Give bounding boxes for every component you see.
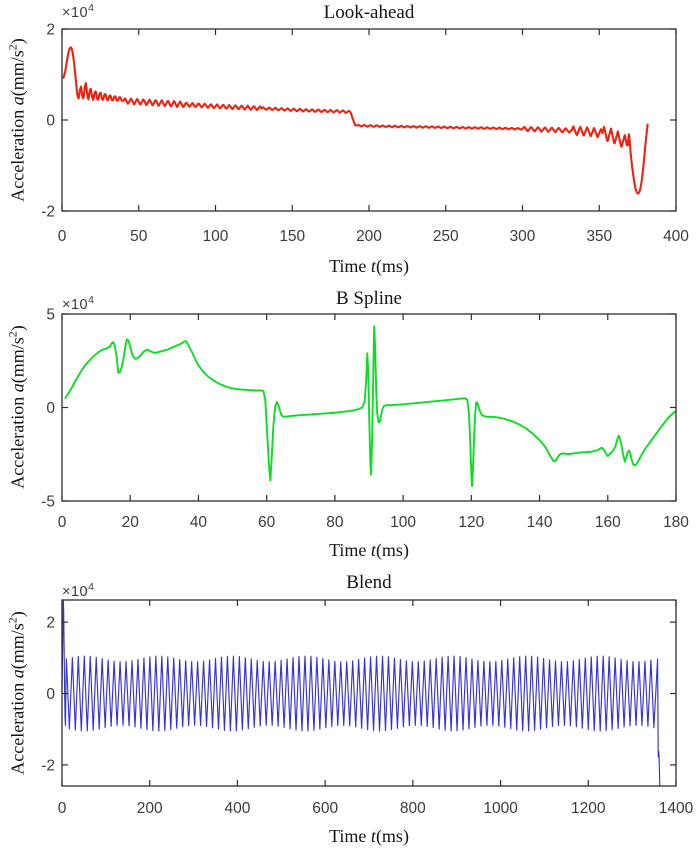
x-tick-label: 250 [433, 228, 459, 245]
ylabel-variable: a [7, 383, 28, 393]
x-axis-label-2: Time t(ms) [62, 540, 676, 561]
multiplier-exponent: 4 [88, 581, 95, 593]
y-axis-label-1: Acceleration a(mm/s2) [6, 38, 29, 201]
y-tick-label: 2 [46, 615, 55, 632]
y-tick-label: 0 [46, 113, 55, 130]
x-tick-label: 300 [510, 228, 536, 245]
x-tick-label: 120 [458, 514, 484, 531]
data-curve-b-spline-acceleration [64, 325, 676, 487]
multiplier-exponent: 4 [88, 294, 95, 306]
x-tick-label: 0 [58, 800, 67, 817]
ylabel-unit-close: ) [7, 325, 28, 332]
ylabel-unit-exponent: 2 [5, 617, 20, 624]
y-axis-multiplier-3: ×104 [62, 581, 94, 600]
xlabel-text: Time [329, 826, 371, 846]
multiplier-base: ×10 [62, 4, 89, 21]
ylabel-unit-close: ) [7, 611, 28, 618]
ylabel-variable: a [7, 669, 28, 679]
y-axis-multiplier-1: ×104 [62, 2, 94, 21]
x-tick-label: 40 [190, 514, 208, 531]
y-tick-label: 2 [46, 22, 55, 39]
x-tick-label: 0 [58, 228, 67, 245]
xlabel-text: Time [329, 540, 371, 560]
x-tick-label: 400 [224, 800, 250, 817]
x-tick-label: 50 [130, 228, 148, 245]
x-tick-label: 140 [527, 514, 553, 531]
ylabel-text: Acceleration [7, 392, 28, 489]
x-tick-label: 100 [203, 228, 229, 245]
y-tick-label: 5 [46, 307, 55, 324]
x-tick-label: 150 [279, 228, 305, 245]
x-tick-label: 200 [137, 800, 163, 817]
y-axis-multiplier-2: ×104 [62, 294, 94, 313]
x-tick-label: 1200 [571, 800, 606, 817]
xlabel-variable: t [370, 540, 376, 560]
y-tick-label: 0 [46, 400, 55, 417]
x-tick-label: 400 [663, 228, 689, 245]
ylabel-variable: a [7, 96, 28, 106]
axis-box [61, 28, 677, 212]
x-tick-label: 160 [595, 514, 621, 531]
ylabel-unit: (mm/s [7, 623, 28, 670]
multiplier-base: ×10 [62, 583, 89, 600]
y-tick-label: -2 [41, 204, 55, 221]
x-tick-label: 1000 [483, 800, 518, 817]
chart-title-b-spline: B Spline [336, 288, 402, 309]
xlabel-variable: t [370, 256, 376, 276]
y-axis-label-3: Acceleration a(mm/s2) [6, 611, 29, 774]
x-tick-label: 0 [58, 514, 67, 531]
x-tick-label: 80 [326, 514, 344, 531]
x-tick-label: 600 [312, 800, 338, 817]
x-tick-label: 1400 [659, 800, 694, 817]
data-curve-look-ahead-acceleration [62, 46, 649, 195]
y-tick-label: -2 [41, 757, 55, 774]
x-tick-label: 200 [356, 228, 382, 245]
x-tick-label: 800 [400, 800, 426, 817]
ylabel-text: Acceleration [7, 105, 28, 202]
xlabel-unit: (ms) [375, 540, 409, 560]
x-tick-label: 350 [586, 228, 612, 245]
x-tick-label: 20 [122, 514, 140, 531]
ylabel-text: Acceleration [7, 678, 28, 775]
y-axis-label-2: Acceleration a(mm/s2) [6, 325, 29, 488]
xlabel-text: Time [329, 256, 371, 276]
x-axis-label-3: Time t(ms) [62, 826, 676, 847]
y-tick-label: -5 [41, 494, 55, 511]
multiplier-exponent: 4 [88, 2, 95, 14]
ylabel-unit-exponent: 2 [5, 331, 20, 338]
ylabel-unit-exponent: 2 [5, 44, 20, 51]
xlabel-unit: (ms) [375, 826, 409, 846]
chart-title-look-ahead: Look-ahead [323, 2, 415, 23]
x-axis-label-1: Time t(ms) [62, 256, 676, 277]
chart-title-blend: Blend [346, 572, 392, 593]
x-tick-label: 60 [258, 514, 276, 531]
x-tick-label: 100 [390, 514, 416, 531]
ylabel-unit-close: ) [7, 38, 28, 45]
data-curve-blend-acceleration [62, 600, 661, 786]
xlabel-unit: (ms) [375, 256, 409, 276]
y-tick-label: 0 [46, 686, 55, 703]
x-tick-label: 180 [663, 514, 689, 531]
multiplier-base: ×10 [62, 296, 89, 313]
ylabel-unit: (mm/s [7, 337, 28, 384]
xlabel-variable: t [370, 826, 376, 846]
ylabel-unit: (mm/s [7, 50, 28, 97]
